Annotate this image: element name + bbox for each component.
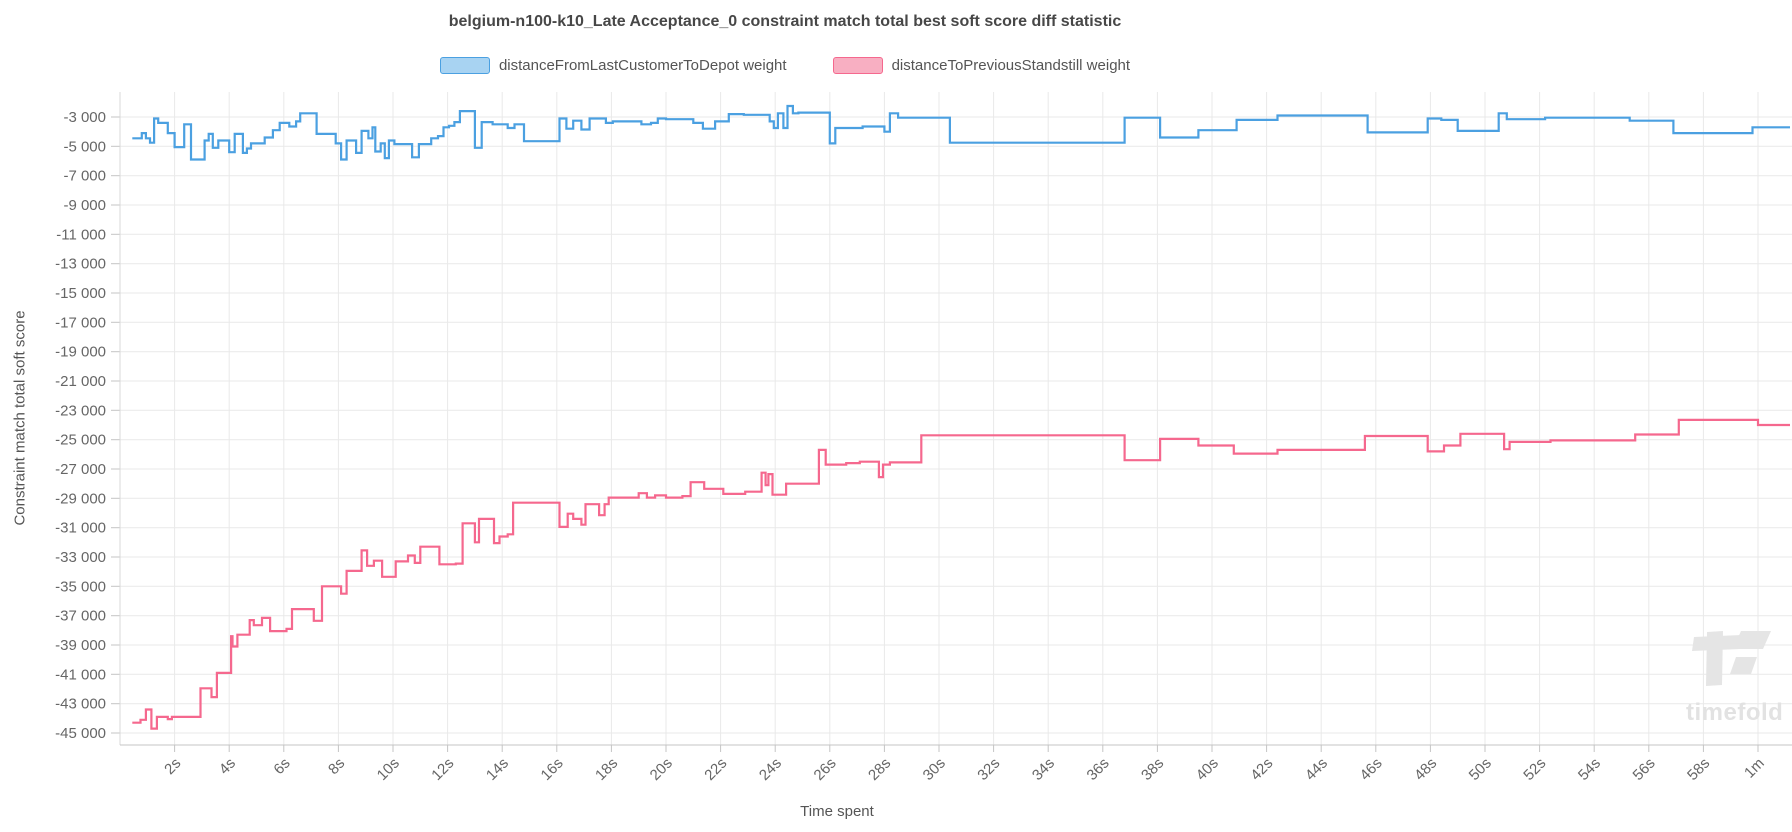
legend-item-distance-from-last-customer-to-depot[interactable]: distanceFromLastCustomerToDepot weight xyxy=(439,57,787,74)
x-tick-label: 22s xyxy=(701,755,730,784)
x-axis-title: Time spent xyxy=(800,803,874,820)
y-tick-label: -21 000 xyxy=(55,373,106,390)
y-tick-label: -45 000 xyxy=(55,725,106,742)
y-tick-label: -29 000 xyxy=(55,490,106,507)
x-tick-label: 30s xyxy=(920,755,949,784)
x-tick-label: 56s xyxy=(1630,755,1659,784)
y-tick-label: -37 000 xyxy=(55,608,106,625)
y-tick-label: -5 000 xyxy=(63,138,106,155)
legend-label: distanceToPreviousStandstill weight xyxy=(891,57,1131,74)
x-tick-label: 32s xyxy=(974,755,1003,784)
x-tick-label: 20s xyxy=(647,755,676,784)
y-tick-label: -11 000 xyxy=(56,226,106,243)
chart-legend: distanceFromLastCustomerToDepot weight d… xyxy=(0,57,1570,74)
x-tick-label: 1m xyxy=(1741,755,1768,782)
y-tick-label: -27 000 xyxy=(55,461,106,478)
series-line-pink xyxy=(132,418,1790,730)
x-tick-label: 52s xyxy=(1520,755,1549,784)
x-tick-label: 6s xyxy=(270,755,293,778)
y-tick-label: -3 000 xyxy=(63,109,106,126)
x-tick-label: 46s xyxy=(1357,755,1386,784)
x-tick-label: 40s xyxy=(1193,755,1222,784)
chart-title: belgium-n100-k10_Late Acceptance_0 const… xyxy=(448,13,1122,30)
x-tick-label: 8s xyxy=(325,755,348,778)
x-tick-label: 54s xyxy=(1575,755,1604,784)
y-tick-label: -17 000 xyxy=(55,314,106,331)
y-axis-title: Constraint match total soft score xyxy=(11,310,29,526)
gridlines xyxy=(120,92,1792,745)
y-tick-label: -39 000 xyxy=(55,637,106,654)
x-tick-label: 58s xyxy=(1684,755,1713,784)
legend-item-distance-to-previous-standstill[interactable]: distanceToPreviousStandstill weight xyxy=(832,57,1131,74)
x-tick-label: 36s xyxy=(1084,755,1113,784)
y-tick-label: -43 000 xyxy=(55,696,106,713)
x-tick-label: 2s xyxy=(161,755,184,778)
y-tick-label: -25 000 xyxy=(55,432,106,449)
x-tick-label: 48s xyxy=(1411,755,1440,784)
y-tick-label: -19 000 xyxy=(55,344,106,361)
x-tick-label: 50s xyxy=(1466,755,1495,784)
x-tick-label: 12s xyxy=(428,755,457,784)
y-tick-label: -23 000 xyxy=(55,402,106,419)
legend-label: distanceFromLastCustomerToDepot weight xyxy=(498,57,787,74)
x-tick-label: 26s xyxy=(811,755,840,784)
y-tick-label: -7 000 xyxy=(63,168,106,185)
y-tick-label: -9 000 xyxy=(63,197,106,214)
x-tick-label: 14s xyxy=(483,755,512,784)
legend-swatch-blue-icon xyxy=(439,57,490,74)
x-tick-label: 42s xyxy=(1247,755,1276,784)
y-tick-label: -31 000 xyxy=(55,520,106,537)
axis-lines xyxy=(111,92,1792,752)
y-tick-label: -35 000 xyxy=(55,578,106,595)
x-tick-label: 4s xyxy=(216,755,239,778)
x-tick-label: 38s xyxy=(1138,755,1167,784)
x-tick-label: 16s xyxy=(538,755,567,784)
x-tick-label: 10s xyxy=(374,755,403,784)
x-tick-label: 24s xyxy=(756,755,785,784)
series-lines xyxy=(132,104,1790,730)
legend-swatch-pink-icon xyxy=(832,57,883,74)
x-tick-label: 28s xyxy=(865,755,894,784)
x-tick-label: 44s xyxy=(1302,755,1331,784)
series-line-blue xyxy=(132,104,1790,161)
y-tick-label: -15 000 xyxy=(55,285,106,302)
y-tick-label: -33 000 xyxy=(55,549,106,566)
x-tick-label: 18s xyxy=(592,755,621,784)
y-tick-label: -13 000 xyxy=(55,256,106,273)
tick-labels: -3 000 -5 000 -7 000 -9 000 -11 000 -13 000 -1… xyxy=(55,109,1768,784)
y-tick-label: -41 000 xyxy=(55,666,106,683)
x-tick-label: 34s xyxy=(1029,755,1058,784)
